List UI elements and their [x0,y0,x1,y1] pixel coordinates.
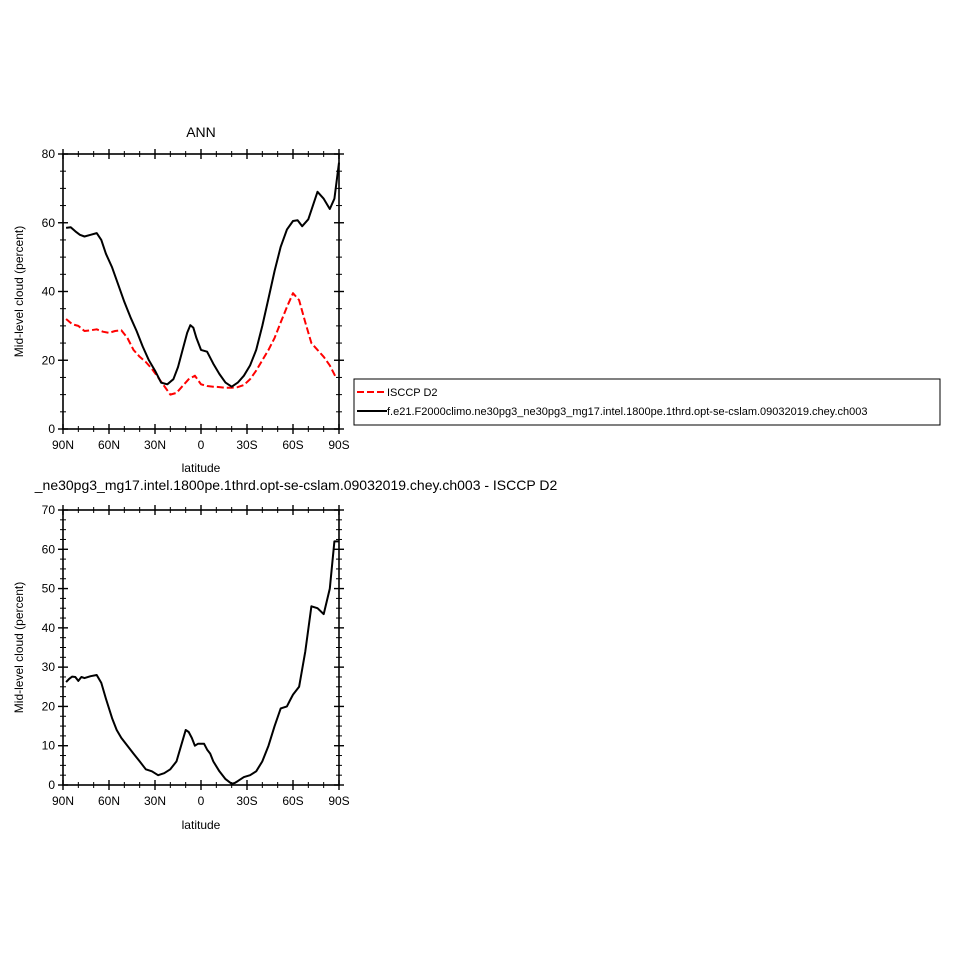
top-x-tick-label: 30S [236,438,257,452]
top-y-tick-label: 60 [42,216,56,230]
bottom-x-axis-label: latitude [182,818,221,832]
bottom-x-tick-label: 30N [144,794,166,808]
bottom-y-tick-label: 60 [42,542,56,556]
top-plot-frame [62,153,340,430]
bottom-x-tick-label: 90N [52,794,74,808]
bottom-y-tick-label: 20 [42,699,56,713]
top-x-tick-label: 0 [198,438,205,452]
bottom-x-tick-label: 90S [328,794,349,808]
bottom-y-tick-label: 70 [42,503,56,517]
top-x-tick-label: 60S [282,438,303,452]
bottom-series-line-difference [65,540,339,785]
top-y-tick-label: 0 [48,422,55,436]
top-series-line-isccp-d2 [65,292,337,396]
bottom-y-tick-label: 0 [48,778,55,792]
top-chart-title: ANN [186,124,216,140]
bottom-y-axis-label: Mid-level cloud (percent) [12,582,26,713]
top-x-tick-label: 90N [52,438,74,452]
top-y-axis-label: Mid-level cloud (percent) [12,226,26,357]
top-x-tick-label: 90S [328,438,349,452]
bottom-y-tick-label: 40 [42,621,56,635]
bottom-y-tick-label: 50 [42,582,56,596]
bottom-y-tick-label: 10 [42,739,56,753]
top-y-tick-label: 20 [42,353,56,367]
bottom-x-tick-label: 60S [282,794,303,808]
legend-label-isccp: ISCCP D2 [387,387,438,399]
bottom-y-tick-label: 30 [42,660,56,674]
bottom-x-tick-label: 60N [98,794,120,808]
bottom-x-tick-label: 30S [236,794,257,808]
top-y-tick-label: 40 [42,285,56,299]
legend-label-model: f.e21.F2000climo.ne30pg3_ne30pg3_mg17.in… [387,406,867,418]
top-x-axis-label: latitude [182,461,221,475]
bottom-x-tick-label: 0 [198,794,205,808]
top-x-tick-label: 30N [144,438,166,452]
top-y-tick-label: 80 [42,147,56,161]
bottom-panel: _ne30pg3_mg17.intel.1800pe.1thrd.opt-se-… [12,477,557,832]
bottom-chart-title: _ne30pg3_mg17.intel.1800pe.1thrd.opt-se-… [34,477,558,493]
legend-box [353,378,941,426]
top-x-tick-label: 60N [98,438,120,452]
top-panel: ANN 90N 60N 30N 0 30S 60S 90S 0 20 40 60 80 latitud… [12,124,350,475]
top-series-line-model [65,162,340,388]
legend: ISCCP D2 f.e21.F2000climo.ne30pg3_ne30pg… [353,378,941,426]
